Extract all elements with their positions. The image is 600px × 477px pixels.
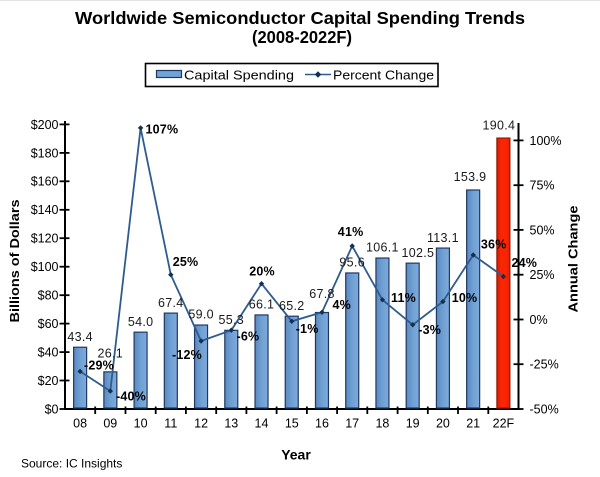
- svg-text:10%: 10%: [452, 291, 478, 305]
- svg-text:50%: 50%: [530, 223, 555, 237]
- svg-text:75%: 75%: [530, 179, 555, 193]
- svg-text:-6%: -6%: [237, 330, 260, 344]
- svg-text:11: 11: [164, 417, 177, 431]
- svg-text:65.2: 65.2: [279, 299, 305, 313]
- svg-text:41%: 41%: [338, 225, 364, 239]
- svg-text:95.6: 95.6: [339, 256, 365, 270]
- svg-text:$20: $20: [38, 374, 59, 388]
- svg-text:$200: $200: [31, 118, 59, 132]
- svg-text:Year: Year: [281, 447, 311, 463]
- svg-text:Annual Change: Annual Change: [567, 205, 581, 312]
- svg-text:Worldwide Semiconductor Capita: Worldwide Semiconductor Capital Spending…: [75, 8, 525, 28]
- svg-text:66.1: 66.1: [249, 298, 275, 312]
- svg-text:0%: 0%: [530, 313, 548, 327]
- svg-text:36%: 36%: [481, 238, 507, 252]
- svg-text:43.4: 43.4: [67, 330, 93, 344]
- svg-text:190.4: 190.4: [483, 119, 516, 133]
- svg-text:26.1: 26.1: [98, 347, 124, 361]
- svg-text:55.3: 55.3: [219, 313, 245, 327]
- svg-text:17: 17: [345, 417, 359, 431]
- svg-text:$160: $160: [31, 175, 59, 189]
- svg-text:25%: 25%: [173, 255, 199, 269]
- svg-text:(2008-2022F): (2008-2022F): [252, 27, 352, 47]
- svg-text:102.5: 102.5: [402, 246, 435, 260]
- svg-text:20%: 20%: [249, 265, 275, 279]
- svg-text:54.0: 54.0: [128, 315, 154, 329]
- svg-text:19: 19: [406, 417, 420, 431]
- svg-text:-3%: -3%: [418, 323, 441, 337]
- svg-text:10: 10: [134, 417, 148, 431]
- svg-text:-29%: -29%: [84, 359, 114, 373]
- svg-text:107%: 107%: [146, 123, 179, 137]
- svg-text:16: 16: [315, 417, 329, 431]
- svg-text:14: 14: [255, 417, 269, 431]
- svg-text:$0: $0: [45, 402, 59, 416]
- svg-text:-1%: -1%: [296, 322, 319, 336]
- svg-text:21: 21: [466, 417, 480, 431]
- svg-text:-50%: -50%: [530, 402, 559, 416]
- svg-text:24%: 24%: [512, 256, 538, 270]
- svg-text:18: 18: [375, 417, 389, 431]
- svg-text:Capital Spending: Capital Spending: [184, 68, 294, 83]
- svg-text:20: 20: [436, 417, 450, 431]
- svg-text:$80: $80: [38, 289, 59, 303]
- svg-text:67.8: 67.8: [309, 287, 335, 301]
- svg-text:$180: $180: [31, 146, 59, 160]
- svg-text:113.1: 113.1: [427, 231, 459, 245]
- svg-text:$100: $100: [31, 260, 59, 274]
- svg-text:25%: 25%: [530, 268, 555, 282]
- svg-text:08: 08: [73, 417, 87, 431]
- svg-text:Billions of Dollars: Billions of Dollars: [8, 199, 22, 322]
- svg-text:13: 13: [224, 417, 238, 431]
- svg-text:12: 12: [194, 417, 208, 431]
- svg-text:153.9: 153.9: [454, 170, 487, 184]
- svg-text:$60: $60: [38, 317, 59, 331]
- svg-text:Percent Change: Percent Change: [333, 68, 434, 83]
- svg-text:Source: IC Insights: Source: IC Insights: [21, 457, 122, 471]
- svg-text:100%: 100%: [530, 134, 562, 148]
- svg-text:4%: 4%: [333, 298, 351, 312]
- svg-text:106.1: 106.1: [366, 241, 399, 255]
- svg-text:11%: 11%: [391, 291, 416, 305]
- svg-text:$40: $40: [38, 346, 59, 360]
- svg-text:-25%: -25%: [530, 358, 559, 372]
- svg-text:-12%: -12%: [172, 348, 202, 362]
- svg-text:15: 15: [285, 417, 299, 431]
- svg-text:$120: $120: [31, 232, 59, 246]
- svg-text:$140: $140: [31, 203, 59, 217]
- svg-text:67.4: 67.4: [158, 296, 184, 310]
- svg-text:59.0: 59.0: [188, 308, 214, 322]
- svg-text:09: 09: [103, 417, 117, 431]
- svg-text:22F: 22F: [493, 417, 515, 431]
- svg-text:-40%: -40%: [116, 390, 146, 404]
